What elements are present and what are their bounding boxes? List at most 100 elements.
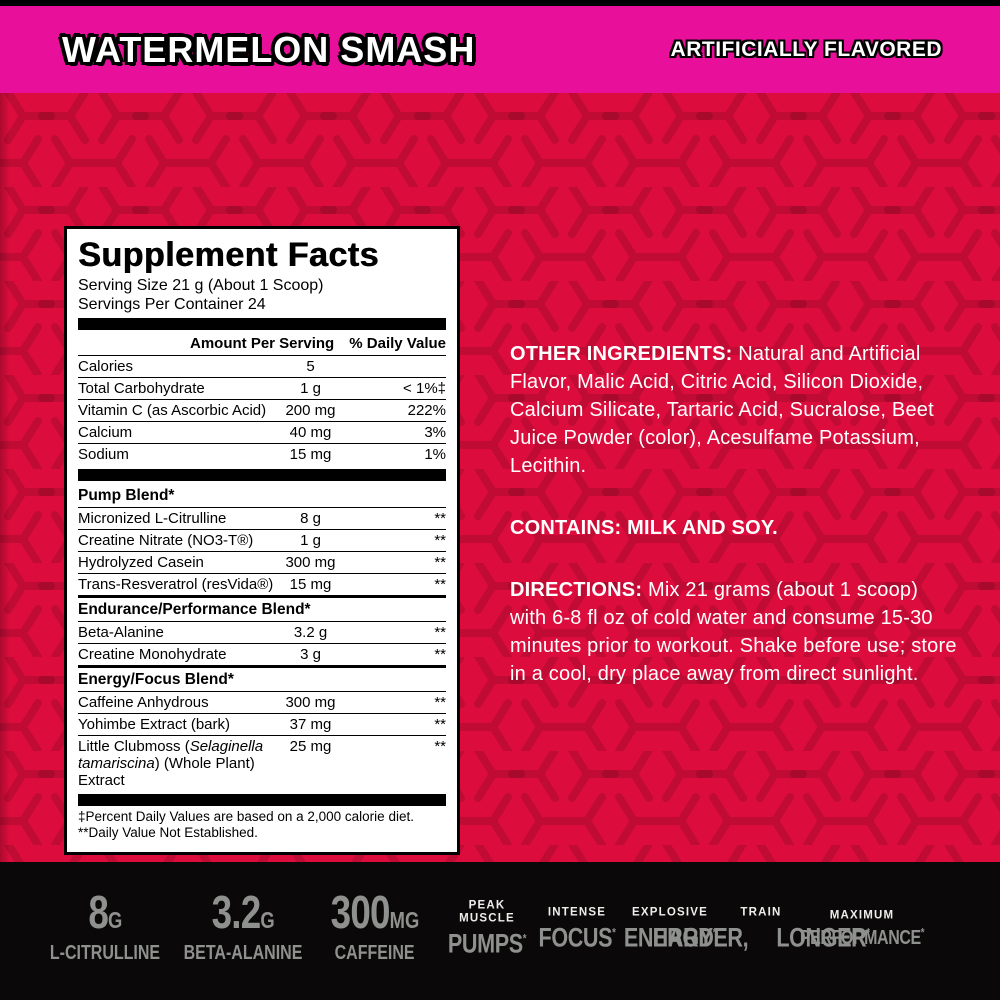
badge-mark: * <box>712 925 717 940</box>
row-name: Little Clubmoss (Selaginella tamariscina… <box>78 738 293 789</box>
badge-caffeine: 300MG CAFFEINE <box>320 889 431 965</box>
row-name: Micronized L-Citrulline <box>78 509 227 527</box>
badge-label: CAFFEINE <box>335 942 415 965</box>
row-amount: 300 mg <box>285 693 336 711</box>
row-name: Beta-Alanine <box>78 623 164 641</box>
row-dv: ** <box>434 645 446 663</box>
badge-unit: G <box>107 907 122 934</box>
facts-header-row: Amount Per Serving % Daily Value <box>78 333 446 356</box>
row-amount: 8 g <box>300 509 321 527</box>
badge-word: PERFORMANCE <box>799 927 921 950</box>
facts-footnotes: ‡Percent Daily Values are based on a 2,0… <box>78 809 446 840</box>
row-dv: ** <box>434 509 446 527</box>
row-name: Creatine Monohydrate <box>78 645 227 663</box>
badge-mark: * <box>522 931 527 946</box>
badge-kicker: EXPLOSIVE <box>631 906 708 919</box>
badge-harder-longer: TRAIN HARDER, LONGER* <box>641 907 882 952</box>
facts-title: Supplement Facts <box>78 236 379 274</box>
row-dv: ** <box>434 531 446 549</box>
facts-row-casein: Hydrolyzed Casein 300 mg ** <box>78 551 446 573</box>
row-dv: ** <box>434 715 446 733</box>
row-amount: 1 g <box>300 531 321 549</box>
servings-per-container: Servings Per Container 24 <box>78 296 266 313</box>
row-name: Total Carbohydrate <box>78 379 205 397</box>
row-amount: 200 mg <box>285 401 336 419</box>
row-name: Vitamin C (as Ascorbic Acid) <box>78 401 267 419</box>
row-name: Calories <box>78 357 134 375</box>
facts-row-calcium: Calcium 40 mg 3% <box>78 421 446 443</box>
badge-word: LONGER <box>776 922 867 953</box>
row-amount: 25 mg <box>289 737 332 755</box>
facts-row-calories: Calories 5 <box>78 356 446 377</box>
row-amount: 37 mg <box>289 715 332 733</box>
badge-energy: EXPLOSIVE ENERGY* <box>612 907 727 952</box>
row-dv: ** <box>434 553 446 571</box>
row-amount: 15 mg <box>289 575 332 593</box>
facts-row-creatine-monohydrate: Creatine Monohydrate 3 g ** <box>78 643 446 665</box>
row-dv: ** <box>434 623 446 641</box>
badge-kicker: MAXIMUM <box>829 909 895 922</box>
contains-label: CONTAINS: <box>510 517 622 539</box>
directions-label: DIRECTIONS: <box>510 579 643 601</box>
label-body: Supplement Facts Serving Size 21 g (Abou… <box>0 93 1000 862</box>
contains-statement: CONTAINS: MILK AND SOY. <box>510 514 958 542</box>
badge-unit: MG <box>389 907 420 934</box>
directions-text: Mix 21 grams (about 1 scoop) with 6-8 fl… <box>510 579 957 685</box>
badge-mark: * <box>866 925 870 940</box>
row-name: Creatine Nitrate (NO3-T®) <box>78 531 254 549</box>
row-dv: < 1%‡ <box>403 379 446 397</box>
directions: DIRECTIONS: Mix 21 grams (about 1 scoop)… <box>510 576 958 688</box>
row-dv: ** <box>434 575 446 593</box>
facts-row-resveratrol: Trans-Resveratrol (resVida®) 15 mg ** <box>78 573 446 595</box>
badge-value: 3.2 <box>211 886 261 939</box>
badge-word: ENERGY <box>623 922 713 953</box>
facts-row-carbohydrate: Total Carbohydrate 1 g < 1%‡ <box>78 377 446 399</box>
badge-focus: INTENSE FOCUS* <box>529 907 625 952</box>
badge-mark: * <box>612 925 616 940</box>
supplement-facts-panel: Supplement Facts Serving Size 21 g (Abou… <box>64 226 460 855</box>
artificially-flavored-note: ARTIFICIALLY FLAVORED <box>670 37 942 61</box>
row-name: Hydrolyzed Casein <box>78 553 204 571</box>
col-dv-header: % Daily Value <box>349 335 446 352</box>
facts-row-beta-alanine: Beta-Alanine 3.2 g ** <box>78 621 446 643</box>
right-text-column: OTHER INGREDIENTS: Natural and Artificia… <box>510 340 958 722</box>
bottom-badge-bar: 8G L-CITRULLINE 3.2 G BETA-ALANINE 300MG … <box>0 862 1000 1000</box>
row-amount: 300 mg <box>285 553 336 571</box>
row-amount: 15 mg <box>289 445 332 463</box>
badge-kicker: MUSCLE <box>459 912 515 925</box>
badge-value: 300 <box>330 886 391 939</box>
contains-text: MILK AND SOY. <box>621 517 778 539</box>
divider-bar <box>78 794 446 806</box>
facts-row-vitamin-c: Vitamin C (as Ascorbic Acid) 200 mg 222% <box>78 399 446 421</box>
facts-row-clubmoss: Little Clubmoss (Selaginella tamariscina… <box>78 735 446 790</box>
badge-label: L-CITRULLINE <box>49 942 161 965</box>
footnote-not-established: **Daily Value Not Established. <box>78 824 258 840</box>
facts-row-sodium: Sodium 15 mg 1% <box>78 443 446 465</box>
left-edge-shadow <box>0 93 10 862</box>
row-dv: 1% <box>424 445 446 463</box>
badge-citrulline: 8G L-CITRULLINE <box>36 889 174 965</box>
divider-bar <box>78 469 446 481</box>
divider-bar <box>78 318 446 330</box>
badge-kicker: PEAK <box>468 899 506 912</box>
row-amount: 3.2 g <box>293 623 328 641</box>
badge-label: BETA-ALANINE <box>183 942 303 965</box>
row-amount: 1 g <box>300 379 321 397</box>
facts-row-caffeine: Caffeine Anhydrous 300 mg ** <box>78 691 446 713</box>
col-amount-header: Amount Per Serving <box>190 335 335 352</box>
top-border-strip <box>0 0 1000 6</box>
other-ingredients-label: OTHER INGREDIENTS: <box>510 343 733 365</box>
flavor-bar: WATERMELON SMASH ARTIFICIALLY FLAVORED <box>0 6 1000 93</box>
badge-word: HARDER, <box>652 922 749 953</box>
row-amount: 5 <box>306 357 315 375</box>
badge-performance: MAXIMUM PERFORMANCE* <box>784 910 939 950</box>
section-pump-blend: Pump Blend* <box>78 487 175 504</box>
row-dv: ** <box>434 737 446 755</box>
badge-kicker: INTENSE <box>547 906 607 919</box>
row-dv: 3% <box>424 423 446 441</box>
badge-pumps: PEAK MUSCLE PUMPS* <box>438 900 536 958</box>
section-endurance-blend: Endurance/Performance Blend* <box>78 595 446 621</box>
clubmoss-species: Selaginella tamariscina <box>78 737 264 772</box>
row-dv: ** <box>434 693 446 711</box>
